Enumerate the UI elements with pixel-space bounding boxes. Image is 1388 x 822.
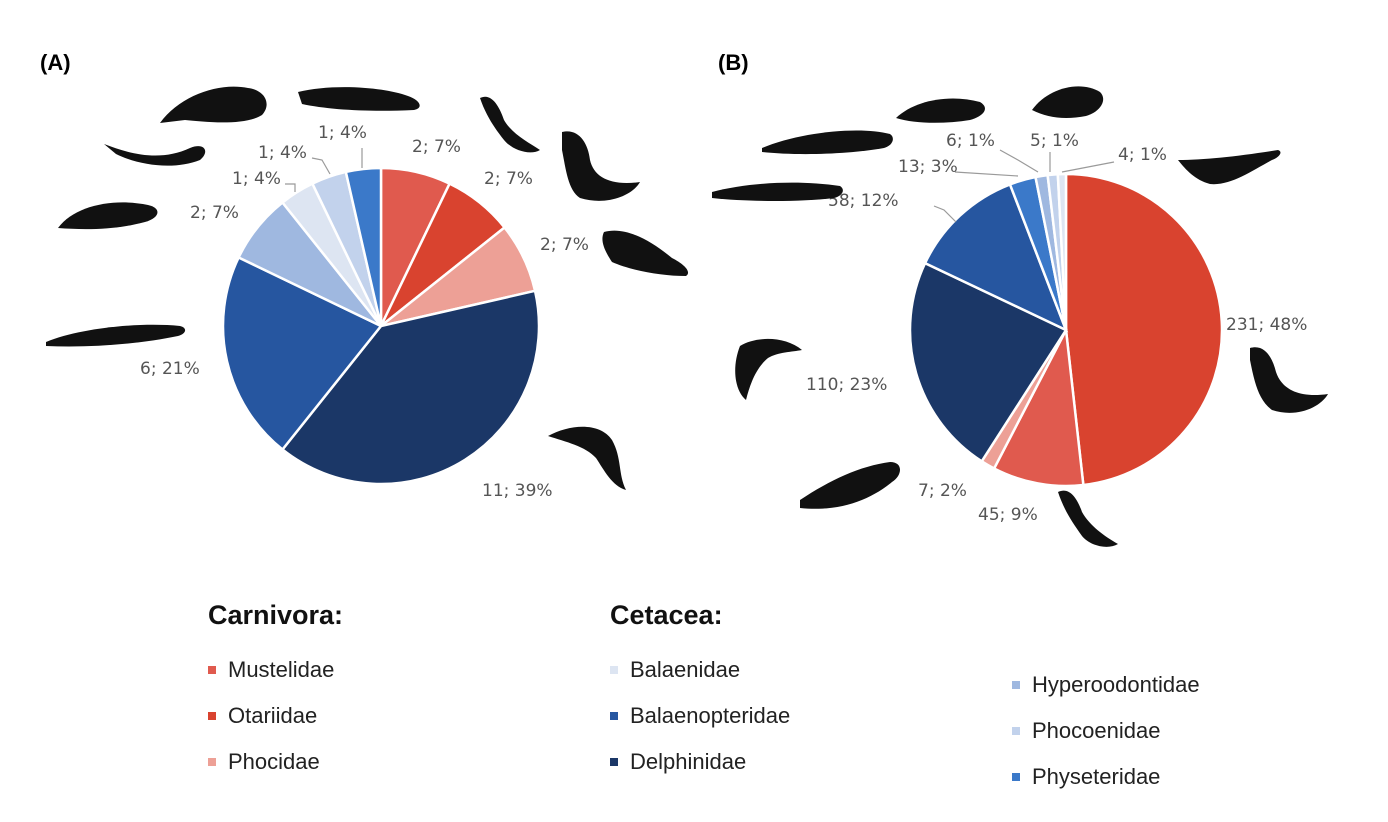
panel-label-b: (B) [718, 50, 749, 75]
data-label: 45; 9% [978, 505, 1038, 525]
legend-item: Balaenopteridae [610, 693, 790, 739]
legend-item: Delphinidae [610, 739, 790, 785]
data-label: 7; 2% [918, 481, 967, 501]
dolphin-icon [735, 338, 802, 400]
leader-line [954, 171, 1019, 177]
legend-label: Mustelidae [228, 657, 335, 682]
otter-icon [480, 96, 540, 153]
leader-line [1061, 161, 1115, 173]
whale-icon [298, 87, 420, 111]
legend-item: Balaenidae [610, 647, 790, 693]
pie-charts-figure: (A) (B) 2; 7%2; 7%2; 7%11; 39%6; 21%2; 7… [40, 50, 1328, 547]
seal-icon [602, 230, 689, 276]
whale-icon [1178, 150, 1281, 185]
legend-swatch [610, 712, 618, 720]
data-label: 2; 7% [190, 203, 239, 223]
data-label: 2; 7% [540, 235, 589, 255]
leader-line [933, 205, 957, 223]
legend-label: Balaenidae [630, 657, 741, 682]
data-label: 58; 12% [828, 191, 899, 211]
legend-swatch [610, 666, 618, 674]
legend-group-cetacea: Cetacea: Balaenidae Balaenopteridae Delp… [610, 600, 790, 785]
data-label: 110; 23% [806, 375, 887, 395]
whale-icon [46, 324, 186, 347]
whale-icon [1032, 86, 1104, 118]
legend-swatch [610, 758, 618, 766]
legend-column: Mustelidae Otariidae Phocidae [208, 647, 343, 785]
pie-chart-b [908, 172, 1224, 488]
pie-slice-balaenidae [1056, 172, 1068, 331]
legend-title-cetacea: Cetacea: [610, 600, 723, 630]
legend-column: Balaenidae Balaenopteridae Delphinidae [610, 647, 790, 785]
whale-icon [712, 182, 843, 201]
silhouettes [46, 86, 1328, 547]
legend: Carnivora: Mustelidae Otariidae Phocidae… [0, 600, 1388, 800]
legend-title-carnivora: Carnivora: [208, 600, 344, 630]
data-label: 5; 1% [1030, 131, 1079, 151]
sea-lion-icon [1250, 347, 1328, 413]
legend-group-carnivora: Carnivora: Mustelidae Otariidae Phocidae [208, 600, 343, 785]
legend-swatch [208, 712, 216, 720]
pie-slice-delphinidae [280, 289, 541, 486]
otter-icon [1058, 490, 1118, 547]
legend-group-cetacea-col2: Hyperoodontidae Phocoenidae Physeteridae [1012, 662, 1200, 800]
pie-slice-mustelidae [992, 325, 1085, 488]
legend-column: Hyperoodontidae Phocoenidae Physeteridae [1012, 662, 1200, 800]
legend-label: Hyperoodontidae [1032, 672, 1200, 697]
dolphin-icon [548, 426, 626, 490]
pie-slice-balaenopteridae [923, 182, 1069, 333]
data-label: 1; 4% [258, 143, 307, 163]
legend-swatch [1012, 681, 1020, 689]
pie-b-labels: 231; 48% 45; 9% 7; 2% 110; 23% 58; 12% 13; 3%… [806, 131, 1307, 525]
legend-label: Balaenopteridae [630, 703, 791, 728]
whale-icon [160, 86, 267, 123]
pie-a-labels: 2; 7% 2; 7% 2; 7% 11; 39% 6; 21% 2; 7% 1; 4% 1;… [140, 123, 589, 501]
pie-chart-a [221, 166, 541, 486]
whale-icon [762, 130, 893, 155]
pie-slice-balaenopteridae [221, 255, 383, 452]
data-label: 2; 7% [412, 137, 461, 157]
legend-swatch [1012, 773, 1020, 781]
data-label: 13; 3% [898, 157, 958, 177]
data-label: 4; 1% [1118, 145, 1167, 165]
legend-item: Otariidae [208, 693, 343, 739]
legend-item: Phocidae [208, 739, 343, 785]
legend-label: Phocidae [228, 749, 320, 774]
legend-swatch [1012, 727, 1020, 735]
data-label: 11; 39% [482, 481, 553, 501]
whale-icon [58, 202, 158, 230]
whale-icon [104, 144, 206, 166]
legend-label: Delphinidae [630, 749, 747, 774]
data-label: 1; 4% [232, 169, 281, 189]
pie-slice-otariidae [1064, 172, 1224, 487]
legend-item: Phocoenidae [1012, 708, 1200, 754]
data-label: 1; 4% [318, 123, 367, 143]
legend-label: Otariidae [228, 703, 318, 728]
leader-line [311, 157, 331, 175]
legend-item: Mustelidae [208, 647, 343, 693]
whale-icon [896, 98, 985, 123]
panel-label-a: (A) [40, 50, 71, 75]
data-label: 6; 21% [140, 359, 200, 379]
leader-line [999, 149, 1039, 173]
data-label: 6; 1% [946, 131, 995, 151]
legend-swatch [208, 666, 216, 674]
pie-slice-physeteridae [344, 166, 383, 327]
legend-item: Physeteridae [1012, 754, 1200, 800]
legend-label: Physeteridae [1032, 764, 1161, 789]
data-label: 2; 7% [484, 169, 533, 189]
legend-label: Phocoenidae [1032, 718, 1161, 743]
data-label: 231; 48% [1226, 315, 1307, 335]
leader-line [285, 183, 296, 192]
seal-icon [800, 462, 900, 509]
legend-item: Hyperoodontidae [1012, 662, 1200, 708]
legend-swatch [208, 758, 216, 766]
sea-lion-icon [562, 131, 640, 201]
